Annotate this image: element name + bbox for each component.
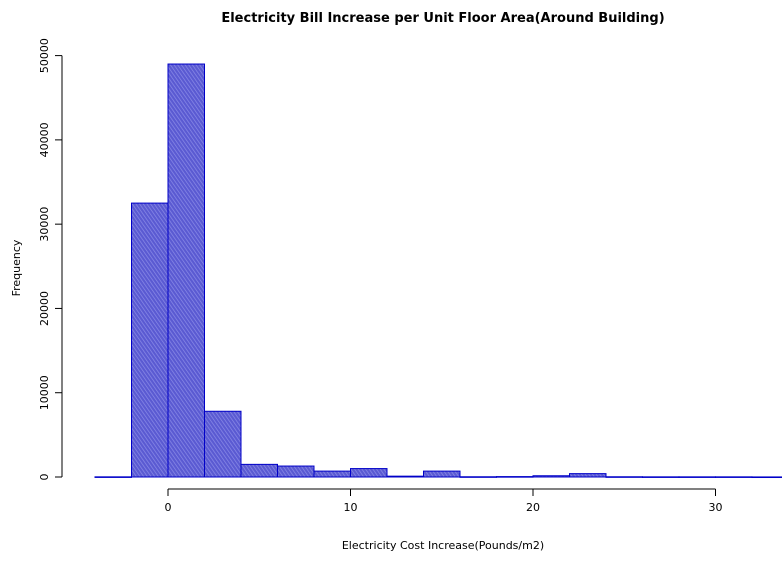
histogram-bar — [569, 473, 607, 478]
histogram-bar — [313, 470, 351, 478]
histogram-bar — [496, 476, 534, 478]
y-tick-label: 0 — [38, 474, 51, 481]
histogram-bar — [167, 63, 205, 478]
x-tick-label: 0 — [165, 501, 172, 514]
histogram-bar — [751, 476, 782, 479]
y-axis-label: Frequency — [10, 239, 23, 296]
x-axis-label: Electricity Cost Increase(Pounds/m2) — [342, 539, 544, 552]
chart-title: Electricity Bill Increase per Unit Floor… — [221, 11, 664, 26]
y-axis: 0 10000 20000 30000 40000 50000 — [38, 38, 63, 481]
y-tick-label: 20000 — [38, 291, 51, 326]
y-tick-label: 50000 — [38, 38, 51, 73]
histogram-bar — [240, 463, 278, 478]
histogram-bar — [532, 475, 570, 478]
y-tick-label: 40000 — [38, 122, 51, 157]
histogram-bar — [204, 410, 242, 478]
histogram-bar — [715, 476, 753, 478]
x-axis: 0 10 20 30 — [165, 488, 723, 514]
histogram-bar — [277, 465, 315, 478]
y-tick-label: 30000 — [38, 207, 51, 242]
histogram-bar — [605, 476, 643, 478]
histogram-bar — [642, 476, 680, 478]
histogram-bar — [459, 476, 497, 478]
histogram-bar — [94, 476, 132, 478]
x-tick-label: 30 — [709, 501, 723, 514]
histogram-bar — [678, 476, 716, 478]
histogram-bar — [423, 470, 461, 478]
x-tick-label: 20 — [526, 501, 540, 514]
histogram-bar — [386, 475, 424, 478]
histogram-bar — [131, 202, 169, 478]
histogram-bar — [350, 468, 388, 478]
bars-group — [94, 63, 782, 479]
x-tick-label: 10 — [344, 501, 358, 514]
y-tick-label: 10000 — [38, 375, 51, 410]
